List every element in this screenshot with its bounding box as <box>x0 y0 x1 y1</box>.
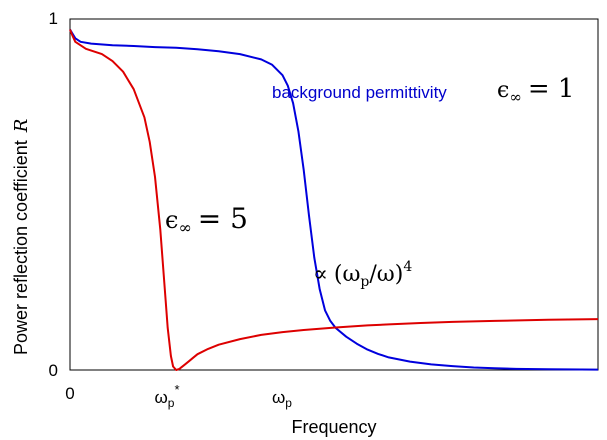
eps-sub: ∞ <box>178 218 191 237</box>
svg-text:ωp*: ωp* <box>154 382 179 410</box>
blue-curve-annotation: background permittivity <box>272 83 447 102</box>
x-tick-omega: ω <box>272 388 285 407</box>
y-tick-label-0: 0 <box>49 361 58 380</box>
prop-sub: p <box>360 274 369 290</box>
eps-blue-value: = 1 <box>528 74 575 104</box>
x-tick-label-omega-p: ωp <box>272 388 292 410</box>
background-permittivity-label: background permittivity <box>272 83 447 102</box>
series-line-blue <box>69 28 599 371</box>
eps-blue-label: ϵ∞ = 1 <box>497 74 574 106</box>
eps-red-value: = 5 <box>198 202 248 235</box>
y-tick-label-1: 1 <box>49 9 58 28</box>
x-tick-label-omega-p-star: ωp* <box>154 382 179 410</box>
proportional-annotation: ∝ (ωp/ω)4 <box>313 259 412 290</box>
eps-sub: ∞ <box>509 88 522 106</box>
prop-base: (ω <box>334 262 361 287</box>
prop-exp: 4 <box>403 259 412 275</box>
prop-symbol: ∝ <box>313 262 328 287</box>
x-tick-sup: * <box>174 382 179 397</box>
eps-symbol: ϵ <box>497 78 509 103</box>
prop-mid: /ω) <box>369 262 403 287</box>
y-axis-title: Power reflection coefficient R <box>11 119 32 355</box>
svg-text:ωp: ωp <box>272 388 292 410</box>
x-tick-label-0: 0 <box>65 384 74 403</box>
series-line-red <box>69 29 599 371</box>
y-axis-title-text: Power reflection coefficient <box>11 140 31 355</box>
eps-symbol: ϵ <box>165 206 178 234</box>
svg-text:Power reflection coefficientR: Power reflection coefficient R <box>11 119 32 355</box>
x-tick-omega: ω <box>154 388 167 407</box>
eps-red-label: ϵ∞ = 5 <box>165 202 248 237</box>
x-tick-sub: p <box>168 396 175 410</box>
x-tick-sub: p <box>285 396 292 410</box>
y-axis-symbol-R: R <box>11 119 32 134</box>
x-axis-title: Frequency <box>291 417 376 437</box>
series-layer <box>69 28 599 371</box>
plot-frame <box>69 18 599 371</box>
